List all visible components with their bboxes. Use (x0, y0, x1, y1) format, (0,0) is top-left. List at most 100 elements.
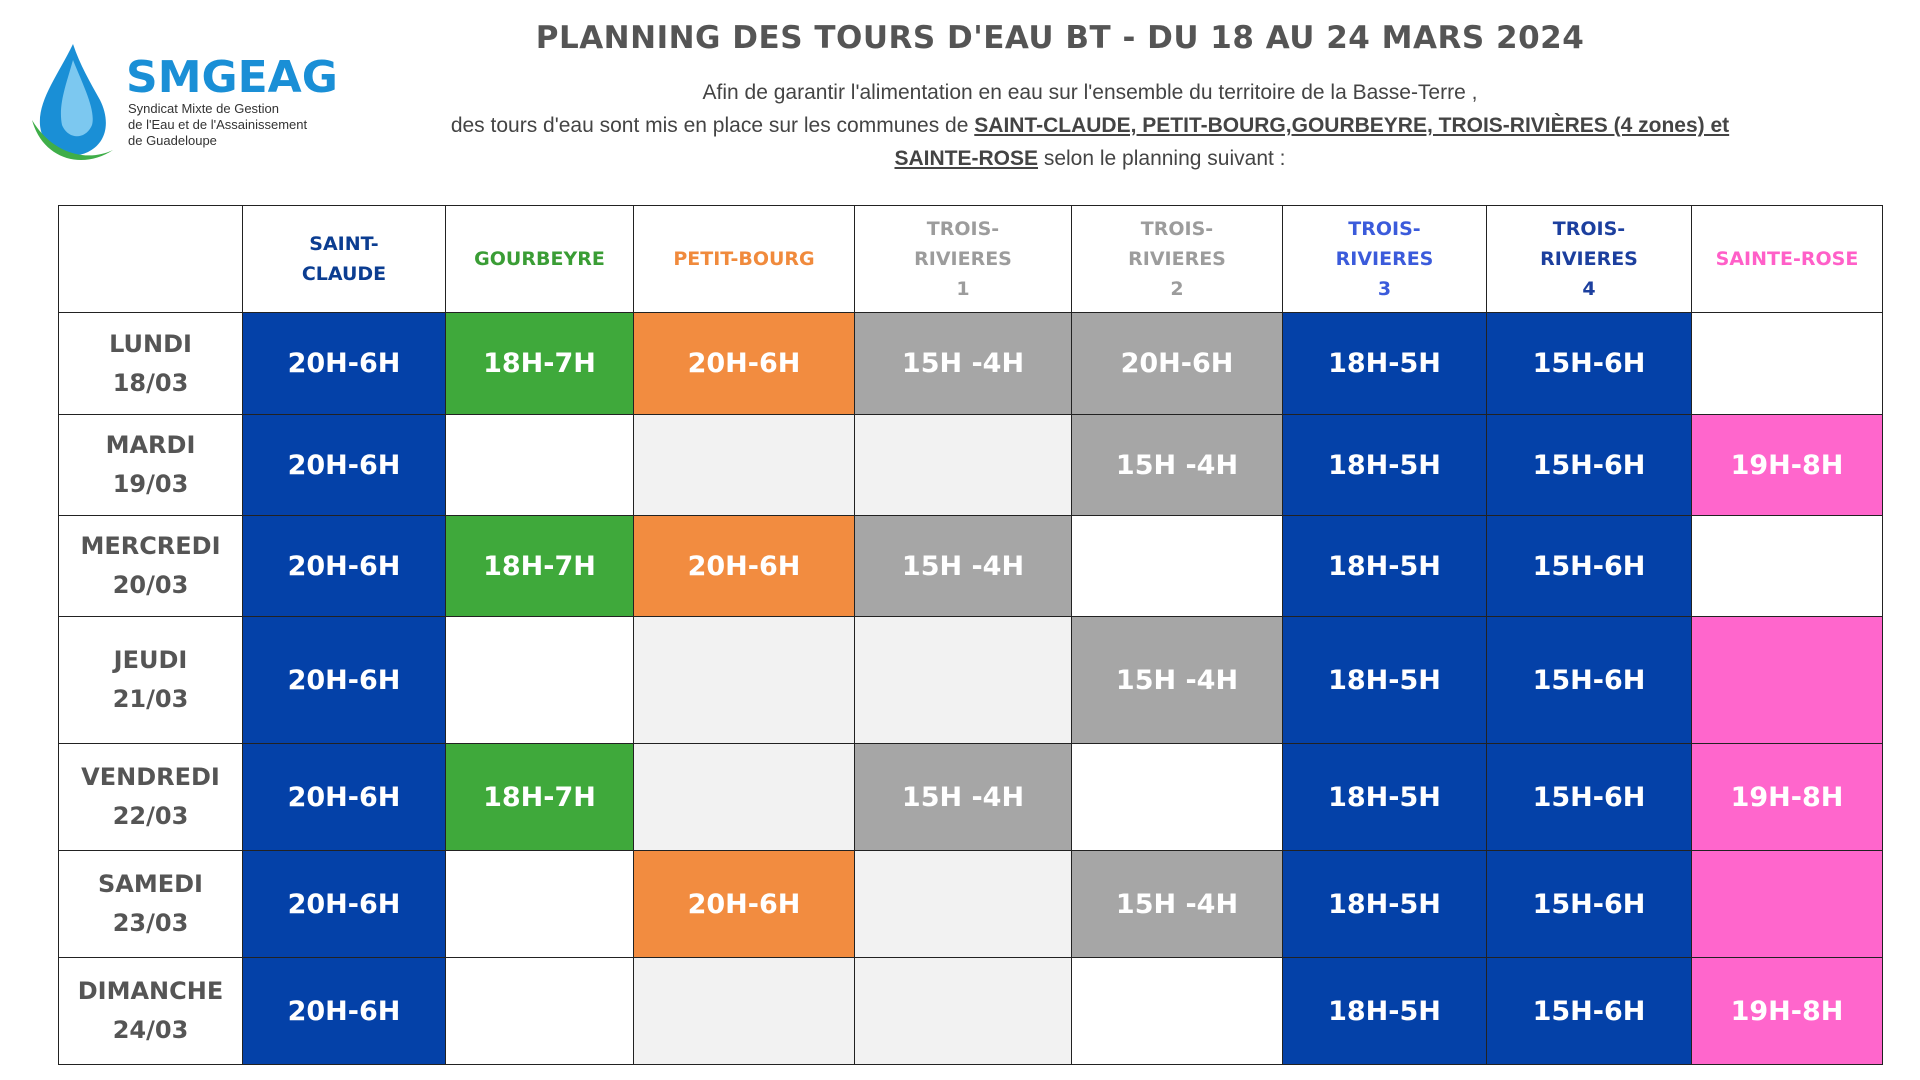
schedule-time: 15H-6H (1532, 449, 1646, 481)
column-label: TROIS- (1348, 218, 1421, 240)
day-cell: VENDREDI 22/03 (58, 743, 243, 851)
schedule-cell: 18H-7H (445, 515, 634, 617)
day-cell: DIMANCHE 24/03 (58, 957, 243, 1065)
schedule-time: 15H-6H (1532, 664, 1646, 696)
schedule-cell: 20H-6H (242, 312, 446, 415)
schedule-cell: 20H-6H (242, 743, 446, 851)
schedule-time: 20H-6H (287, 449, 401, 481)
day-date: 23/03 (112, 909, 189, 937)
column-header: PETIT-BOURG (633, 205, 855, 313)
schedule-time: 15H-6H (1532, 995, 1646, 1027)
day-cell: JEUDI 21/03 (58, 616, 243, 744)
day-name: MERCREDI (80, 532, 221, 560)
logo-leaf (32, 120, 113, 160)
schedule-cell: 15H-6H (1486, 414, 1692, 516)
day-date: 21/03 (112, 685, 189, 713)
column-label: PETIT-BOURG (673, 248, 815, 270)
logo: SMGEAG Syndicat Mixte de Gestion de l'Ea… (32, 44, 338, 160)
schedule-time: 18H-7H (483, 781, 596, 813)
schedule-cell (1691, 850, 1883, 958)
schedule-cell: 15H -4H (1071, 616, 1283, 744)
day-cell: MARDI 19/03 (58, 414, 243, 516)
schedule-cell (854, 414, 1072, 516)
schedule-time: 20H-6H (687, 348, 801, 379)
schedule-time: 19H-8H (1730, 781, 1844, 813)
schedule-time: 15H -4H (901, 550, 1025, 582)
schedule-cell: 19H-8H (1691, 414, 1883, 516)
schedule-time: 18H-5H (1328, 550, 1441, 582)
schedule-time: 18H-5H (1328, 995, 1441, 1027)
schedule-time: 15H -4H (901, 348, 1025, 379)
schedule-cell: 15H-6H (1486, 957, 1692, 1065)
schedule-cell (1691, 312, 1883, 415)
column-header: GOURBEYRE (445, 205, 634, 313)
schedule-time: 20H-6H (687, 888, 801, 920)
schedule-time: 20H-6H (687, 550, 801, 582)
schedule-cell (633, 743, 855, 851)
column-label: 1 (956, 278, 970, 300)
schedule-cell (445, 616, 634, 744)
intro: Afin de garantir l'alimentation en eau s… (300, 76, 1880, 175)
column-label: RIVIERES (1540, 248, 1638, 270)
schedule-cell (1071, 957, 1283, 1065)
header-cell (58, 205, 243, 313)
schedule-cell: 18H-7H (445, 312, 634, 415)
day-cell: SAMEDI 23/03 (58, 850, 243, 958)
schedule-cell: 15H-6H (1486, 312, 1692, 415)
column-header: SAINTE-ROSE (1691, 205, 1883, 313)
schedule-time: 18H-7H (483, 348, 596, 379)
schedule-cell: 20H-6H (633, 312, 855, 415)
schedule-cell (1071, 515, 1283, 617)
logo-subtitle: Syndicat Mixte de Gestion (128, 101, 279, 116)
schedule-cell: 15H -4H (854, 515, 1072, 617)
schedule-time: 15H-6H (1532, 781, 1646, 813)
column-label: RIVIERES (1128, 248, 1226, 270)
column-header: TROIS- RIVIERES 4 (1486, 205, 1692, 313)
column-label: 4 (1582, 278, 1596, 300)
schedule-time: 20H-6H (287, 664, 401, 696)
schedule-cell: 20H-6H (242, 515, 446, 617)
schedule-cell: 18H-5H (1282, 850, 1487, 958)
logo-subtitle: de Guadeloupe (128, 133, 217, 148)
schedule-cell: 15H -4H (854, 743, 1072, 851)
schedule-time: 18H-7H (483, 550, 596, 582)
schedule-cell: 20H-6H (242, 850, 446, 958)
schedule-cell: 18H-5H (1282, 312, 1487, 415)
schedule-cell (854, 616, 1072, 744)
schedule-cell (445, 850, 634, 958)
schedule-cell (854, 850, 1072, 958)
day-date: 18/03 (112, 368, 189, 397)
column-label: SAINTE-ROSE (1715, 248, 1859, 270)
day-date: 20/03 (112, 571, 189, 599)
day-name: DIMANCHE (77, 977, 224, 1005)
schedule-cell: 15H-6H (1486, 743, 1692, 851)
day-date: 19/03 (112, 470, 189, 498)
day-cell: LUNDI 18/03 (58, 312, 243, 415)
column-label: SAINT- (309, 233, 379, 255)
schedule-time: 18H-5H (1328, 888, 1441, 920)
schedule-time: 20H-6H (287, 550, 401, 582)
day-name: VENDREDI (81, 763, 220, 791)
schedule-time: 15H -4H (1115, 449, 1239, 481)
schedule-time: 20H-6H (287, 995, 401, 1027)
column-header: TROIS- RIVIERES 2 (1071, 205, 1283, 313)
schedule-cell (633, 616, 855, 744)
schedule-time: 15H -4H (1115, 888, 1239, 920)
schedule-cell: 15H-6H (1486, 850, 1692, 958)
logo-name: SMGEAG (126, 52, 338, 103)
schedule-time: 20H-6H (287, 348, 401, 379)
schedule-time: 15H-6H (1532, 348, 1646, 379)
schedule-cell: 19H-8H (1691, 957, 1883, 1065)
logo-subtitle: de l'Eau et de l'Assainissement (128, 117, 308, 132)
intro-text: Afin de garantir l'alimentation en eau s… (702, 81, 1478, 104)
schedule-time: 20H-6H (287, 888, 401, 920)
schedule-cell: 15H-6H (1486, 616, 1692, 744)
intro-communes: SAINT-CLAUDE, PETIT-BOURG,GOURBEYRE, TRO… (974, 114, 1730, 137)
column-label: TROIS- (926, 218, 1000, 240)
column-label: 3 (1377, 278, 1392, 300)
schedule-cell: 20H-6H (242, 616, 446, 744)
day-cell: MERCREDI 20/03 (58, 515, 243, 617)
schedule-cell (854, 957, 1072, 1065)
schedule-cell: 20H-6H (242, 414, 446, 516)
column-label: 2 (1170, 278, 1184, 300)
